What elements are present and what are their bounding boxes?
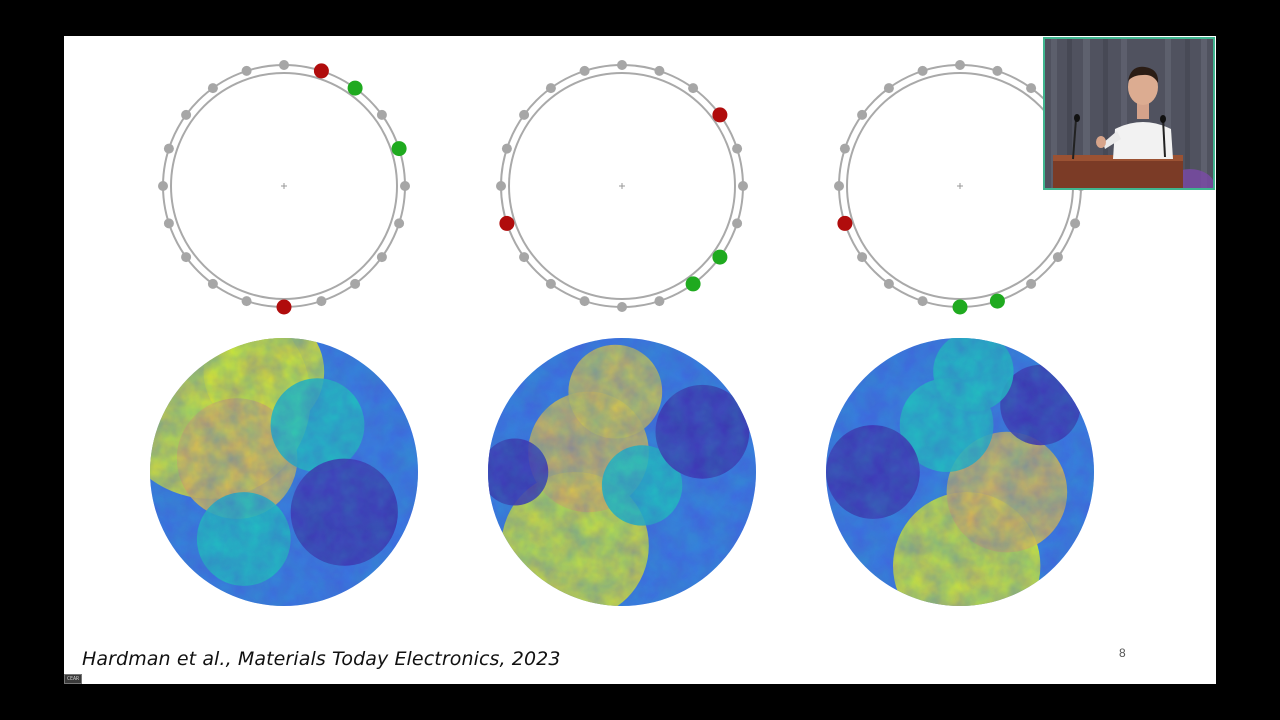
conductivity-map: [488, 338, 756, 606]
electrode-inactive: [207, 83, 218, 94]
electrode-inactive: [394, 218, 405, 229]
electrode-inactive: [917, 296, 928, 307]
electrode-green: [952, 299, 968, 315]
electrode-inactive: [163, 218, 174, 229]
electrode-inactive: [617, 302, 627, 312]
inner-ring: [170, 72, 398, 300]
electrode-inactive: [1026, 278, 1037, 289]
electrode-inactive: [738, 181, 748, 191]
electrode-inactive: [181, 252, 192, 263]
electrode-red: [499, 215, 515, 231]
electrode-inactive: [501, 143, 512, 154]
electrode-inactive: [519, 252, 530, 263]
electrode-inactive: [519, 109, 530, 120]
corner-tag: CEAR: [64, 674, 82, 684]
electrode-panel-2: [488, 60, 756, 606]
electrode-panel-1: [150, 60, 418, 606]
electrode-inactive: [158, 181, 168, 191]
electrode-green: [712, 249, 728, 265]
electrode-inactive: [181, 109, 192, 120]
electrode-inactive: [955, 60, 965, 70]
speaker-webcam: [1043, 37, 1215, 190]
electrode-red: [276, 299, 292, 315]
electrode-inactive: [992, 65, 1003, 76]
electrode-inactive: [496, 181, 506, 191]
electrode-inactive: [207, 278, 218, 289]
electrode-inactive: [1070, 218, 1081, 229]
electrode-inactive: [545, 83, 556, 94]
citation: Hardman et al., Materials Today Electron…: [82, 648, 561, 670]
electrode-inactive: [579, 65, 590, 76]
presentation-slide: Hardman et al., Materials Today Electron…: [64, 36, 1216, 684]
electrode-green: [391, 141, 407, 157]
electrode-green: [989, 293, 1005, 309]
electrode-inactive: [857, 252, 868, 263]
electrode-panel-3: [826, 60, 1094, 606]
electrode-red: [313, 63, 329, 79]
electrode-inactive: [1026, 83, 1037, 94]
electrode-inactive: [732, 143, 743, 154]
electrode-red: [712, 107, 728, 123]
electrode-inactive: [883, 83, 894, 94]
electrode-inactive: [1052, 252, 1063, 263]
electrode-inactive: [241, 296, 252, 307]
electrode-inactive: [279, 60, 289, 70]
electrode-green: [347, 80, 363, 96]
electrode-inactive: [857, 109, 868, 120]
electrode-inactive: [839, 143, 850, 154]
electrode-inactive: [834, 181, 844, 191]
conductivity-map: [826, 338, 1094, 606]
electrode-red: [837, 215, 853, 231]
electrode-inactive: [688, 83, 699, 94]
electrode-inactive: [316, 296, 327, 307]
slide-number: 8: [1119, 646, 1126, 660]
electrode-inactive: [732, 218, 743, 229]
electrode-inactive: [241, 65, 252, 76]
electrode-inactive: [617, 60, 627, 70]
electrode-inactive: [376, 109, 387, 120]
conductivity-map: [150, 338, 418, 606]
electrode-inactive: [400, 181, 410, 191]
electrode-inactive: [376, 252, 387, 263]
electrode-green: [685, 276, 701, 292]
electrode-inactive: [579, 296, 590, 307]
electrode-inactive: [883, 278, 894, 289]
electrode-figure: [150, 60, 1094, 606]
electrode-inactive: [654, 65, 665, 76]
electrode-inactive: [350, 278, 361, 289]
electrode-inactive: [545, 278, 556, 289]
electrode-inactive: [917, 65, 928, 76]
inner-ring: [508, 72, 736, 300]
electrode-inactive: [654, 296, 665, 307]
electrode-inactive: [163, 143, 174, 154]
